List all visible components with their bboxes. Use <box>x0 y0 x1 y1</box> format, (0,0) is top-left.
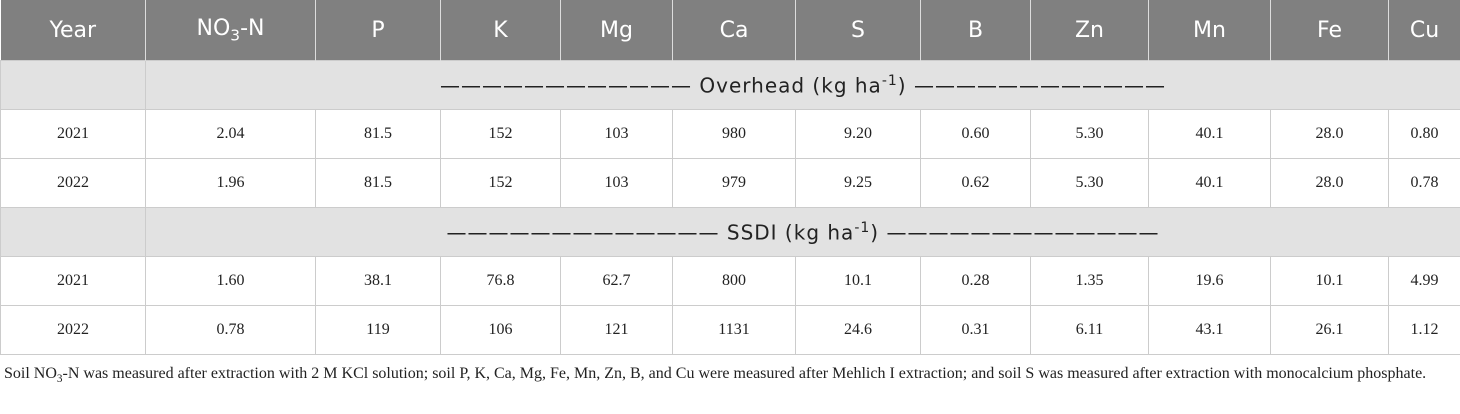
header-cell: NO3-N <box>145 0 316 61</box>
cell: 103 <box>560 158 673 208</box>
cell: 1.60 <box>145 256 316 306</box>
cell: 0.60 <box>920 109 1031 159</box>
cell: 62.7 <box>560 256 673 306</box>
data-row: 2021 1.60 38.1 76.8 62.7 800 10.1 0.28 1.35 19.6 1… <box>0 256 1460 306</box>
cell: 152 <box>440 109 561 159</box>
text-part: NO <box>196 15 231 41</box>
cell: 5.30 <box>1030 158 1149 208</box>
cell: 2.04 <box>145 109 316 159</box>
cell: 980 <box>672 109 796 159</box>
cell: 979 <box>672 158 796 208</box>
header-cell: K <box>440 0 561 61</box>
text-part: ————————————— SSDI (kg ha <box>446 220 855 245</box>
cell: 103 <box>560 109 673 159</box>
cell: 9.25 <box>795 158 921 208</box>
data-row: 2021 2.04 81.5 152 103 980 9.20 0.60 5.30 40.1 28.… <box>0 109 1460 159</box>
text-part: ) ————————————— <box>870 220 1160 245</box>
data-row: 2022 0.78 119 106 121 1131 24.6 0.31 6.11 43.1 26.… <box>0 305 1460 355</box>
text-part: ———————————— Overhead (kg ha <box>440 73 882 98</box>
cell: 40.1 <box>1148 158 1271 208</box>
cell: 0.31 <box>920 305 1031 355</box>
footnote: Soil NO3-N was measured after extraction… <box>4 363 1456 390</box>
cell: 28.0 <box>1270 158 1389 208</box>
cell: 0.62 <box>920 158 1031 208</box>
cell: 76.8 <box>440 256 561 306</box>
cell: 1131 <box>672 305 796 355</box>
section-label: ———————————— Overhead (kg ha-1) ————————… <box>145 60 1460 110</box>
cell: 0.78 <box>1388 158 1460 208</box>
header-cell: Mg <box>560 0 673 61</box>
cell: 9.20 <box>795 109 921 159</box>
cell: 6.11 <box>1030 305 1149 355</box>
header-cell: Cu <box>1388 0 1460 61</box>
cell: 121 <box>560 305 673 355</box>
cell: 1.12 <box>1388 305 1460 355</box>
header-cell: Ca <box>672 0 796 61</box>
header-cell: Zn <box>1030 0 1149 61</box>
cell: 0.80 <box>1388 109 1460 159</box>
cell: 43.1 <box>1148 305 1271 355</box>
cell: 1.35 <box>1030 256 1149 306</box>
table-body: ———————————— Overhead (kg ha-1) ————————… <box>0 60 1460 355</box>
data-table: Year NO3-N P K Mg Ca S B Zn Mn Fe Cu ———————————— O… <box>0 0 1460 355</box>
cell: 2021 <box>0 256 146 306</box>
cell: 0.78 <box>145 305 316 355</box>
cell: 26.1 <box>1270 305 1389 355</box>
text-part: -1 <box>881 72 898 89</box>
text-part: 3 <box>56 373 63 386</box>
cell: 5.30 <box>1030 109 1149 159</box>
cell: 24.6 <box>795 305 921 355</box>
data-row: 2022 1.96 81.5 152 103 979 9.25 0.62 5.30 40.1 28.… <box>0 158 1460 208</box>
cell: 10.1 <box>795 256 921 306</box>
text-part: -N was measured after extraction with 2 … <box>62 365 1427 382</box>
header-cell: P <box>315 0 441 61</box>
cell: 19.6 <box>1148 256 1271 306</box>
text-part: ) ———————————— <box>897 73 1166 98</box>
cell: 10.1 <box>1270 256 1389 306</box>
cell: 152 <box>440 158 561 208</box>
cell: 4.99 <box>1388 256 1460 306</box>
blank-cell <box>0 207 146 257</box>
cell: 2021 <box>0 109 146 159</box>
cell: 2022 <box>0 305 146 355</box>
header-cell: S <box>795 0 921 61</box>
cell: 1.96 <box>145 158 316 208</box>
blank-cell <box>0 60 146 110</box>
header-cell: Year <box>0 0 146 61</box>
cell: 40.1 <box>1148 109 1271 159</box>
section-row: ———————————— Overhead (kg ha-1) ————————… <box>0 60 1460 110</box>
cell: 0.28 <box>920 256 1031 306</box>
text-part: -N <box>240 15 265 41</box>
header-row: Year NO3-N P K Mg Ca S B Zn Mn Fe Cu <box>0 0 1460 61</box>
section-label: ————————————— SSDI (kg ha-1) ———————————… <box>145 207 1460 257</box>
header-cell: Fe <box>1270 0 1389 61</box>
header-cell: Mn <box>1148 0 1271 61</box>
header-cell: B <box>920 0 1031 61</box>
text-part: Soil NO <box>4 365 57 382</box>
section-row: ————————————— SSDI (kg ha-1) ———————————… <box>0 207 1460 257</box>
cell: 81.5 <box>315 158 441 208</box>
cell: 106 <box>440 305 561 355</box>
cell: 38.1 <box>315 256 441 306</box>
text-part: -1 <box>854 219 871 236</box>
cell: 28.0 <box>1270 109 1389 159</box>
text-part: 3 <box>230 26 241 45</box>
cell: 800 <box>672 256 796 306</box>
cell: 119 <box>315 305 441 355</box>
cell: 2022 <box>0 158 146 208</box>
cell: 81.5 <box>315 109 441 159</box>
